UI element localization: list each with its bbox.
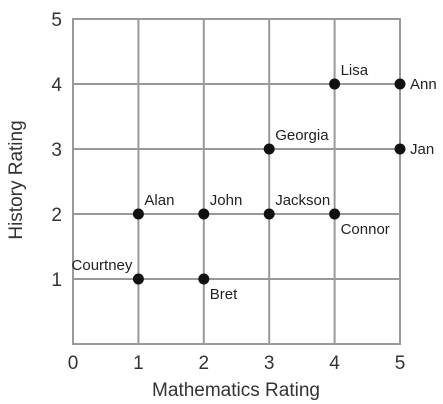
data-point xyxy=(263,143,275,155)
y-tick-label: 5 xyxy=(51,10,62,31)
data-point xyxy=(394,143,406,155)
data-point xyxy=(198,273,210,285)
data-point xyxy=(329,78,341,90)
data-point xyxy=(132,273,144,285)
y-tick-label: 1 xyxy=(51,270,62,291)
data-point xyxy=(198,208,210,220)
grid xyxy=(72,18,401,345)
point-label: Courtney xyxy=(72,257,133,274)
x-tick-label: 4 xyxy=(329,353,340,374)
point-label: John xyxy=(210,192,243,209)
point-labels: Courtney Bret Alan John Jackson Connor Georgia… xyxy=(72,62,437,303)
y-tick-label: 3 xyxy=(51,140,62,161)
x-tick-label: 5 xyxy=(395,353,406,374)
point-label: Connor xyxy=(341,221,390,238)
point-label: Bret xyxy=(210,286,238,303)
point-label: Georgia xyxy=(275,127,329,144)
point-label: Alan xyxy=(144,192,174,209)
data-point xyxy=(329,208,341,220)
x-tick-label: 3 xyxy=(264,353,275,374)
x-tick-label: 2 xyxy=(199,353,210,374)
tick-labels: 0 1 2 3 4 5 1 2 3 4 5 xyxy=(51,10,405,374)
x-tick-label: 1 xyxy=(133,353,144,374)
point-label: Jackson xyxy=(275,192,330,209)
data-point xyxy=(394,78,406,90)
data-point xyxy=(263,208,275,220)
x-axis-title: Mathematics Rating xyxy=(152,380,320,401)
x-tick-label: 0 xyxy=(68,353,79,374)
y-axis-title: History Rating xyxy=(6,120,27,239)
data-points xyxy=(132,78,406,285)
y-tick-label: 4 xyxy=(51,75,62,96)
data-point xyxy=(132,208,144,220)
plot-frame xyxy=(72,18,401,345)
y-tick-label: 2 xyxy=(51,205,62,226)
point-label: Ann xyxy=(410,76,437,93)
point-label: Jan xyxy=(410,141,434,158)
point-label: Lisa xyxy=(341,62,369,79)
